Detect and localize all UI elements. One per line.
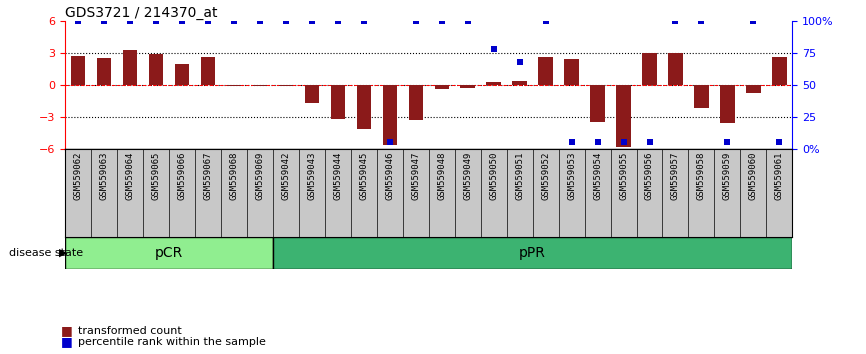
Text: GSM559048: GSM559048: [437, 152, 446, 200]
Text: pCR: pCR: [155, 246, 183, 260]
Text: GSM559046: GSM559046: [385, 152, 394, 200]
Text: ▶: ▶: [59, 248, 68, 258]
Text: GSM559068: GSM559068: [229, 152, 238, 200]
Text: GSM559054: GSM559054: [593, 152, 602, 200]
Text: GSM559050: GSM559050: [489, 152, 498, 200]
Text: GSM559060: GSM559060: [749, 152, 758, 200]
Bar: [591, 85, 604, 122]
Bar: [331, 85, 345, 119]
Bar: [175, 64, 189, 85]
Text: pPR: pPR: [519, 246, 546, 260]
Bar: [487, 82, 501, 85]
Bar: [695, 85, 708, 108]
Text: GSM559067: GSM559067: [204, 152, 212, 200]
Bar: [253, 85, 267, 86]
Text: GSM559051: GSM559051: [515, 152, 524, 200]
Bar: [71, 56, 85, 85]
Bar: [617, 85, 630, 147]
Text: GSM559059: GSM559059: [723, 152, 732, 200]
Bar: [409, 85, 423, 120]
Text: GSM559058: GSM559058: [697, 152, 706, 200]
FancyBboxPatch shape: [273, 237, 792, 269]
Bar: [97, 58, 111, 85]
Text: transformed count: transformed count: [78, 326, 182, 336]
Bar: [746, 85, 760, 93]
Text: GSM559042: GSM559042: [281, 152, 290, 200]
Text: GSM559066: GSM559066: [178, 152, 186, 200]
Text: ■: ■: [61, 335, 73, 348]
Bar: [772, 57, 786, 85]
Text: GSM559047: GSM559047: [411, 152, 420, 200]
FancyBboxPatch shape: [65, 237, 273, 269]
Bar: [279, 85, 293, 86]
Bar: [227, 85, 241, 86]
Text: GSM559065: GSM559065: [152, 152, 160, 200]
Text: ■: ■: [61, 325, 73, 337]
Text: GSM559064: GSM559064: [126, 152, 134, 200]
Bar: [383, 85, 397, 145]
Bar: [149, 54, 163, 85]
Text: GSM559045: GSM559045: [359, 152, 368, 200]
Bar: [435, 85, 449, 89]
Text: GSM559053: GSM559053: [567, 152, 576, 200]
Bar: [123, 50, 137, 85]
Bar: [721, 85, 734, 123]
Text: GSM559062: GSM559062: [74, 152, 82, 200]
Text: GSM559061: GSM559061: [775, 152, 784, 200]
Bar: [305, 85, 319, 103]
Text: GSM559052: GSM559052: [541, 152, 550, 200]
Bar: [539, 57, 553, 85]
Text: GSM559056: GSM559056: [645, 152, 654, 200]
Bar: [201, 57, 215, 85]
Text: disease state: disease state: [9, 248, 83, 258]
Bar: [565, 59, 578, 85]
Text: GSM559063: GSM559063: [100, 152, 108, 200]
Text: GSM559043: GSM559043: [307, 152, 316, 200]
Bar: [643, 53, 656, 85]
Bar: [669, 53, 682, 85]
Text: GSM559069: GSM559069: [255, 152, 264, 200]
Text: GSM559044: GSM559044: [333, 152, 342, 200]
Bar: [461, 85, 475, 88]
Text: percentile rank within the sample: percentile rank within the sample: [78, 337, 266, 347]
Text: GDS3721 / 214370_at: GDS3721 / 214370_at: [65, 6, 217, 20]
Bar: [513, 81, 527, 85]
Text: GSM559049: GSM559049: [463, 152, 472, 200]
Bar: [357, 85, 371, 129]
Text: GSM559055: GSM559055: [619, 152, 628, 200]
Text: GSM559057: GSM559057: [671, 152, 680, 200]
